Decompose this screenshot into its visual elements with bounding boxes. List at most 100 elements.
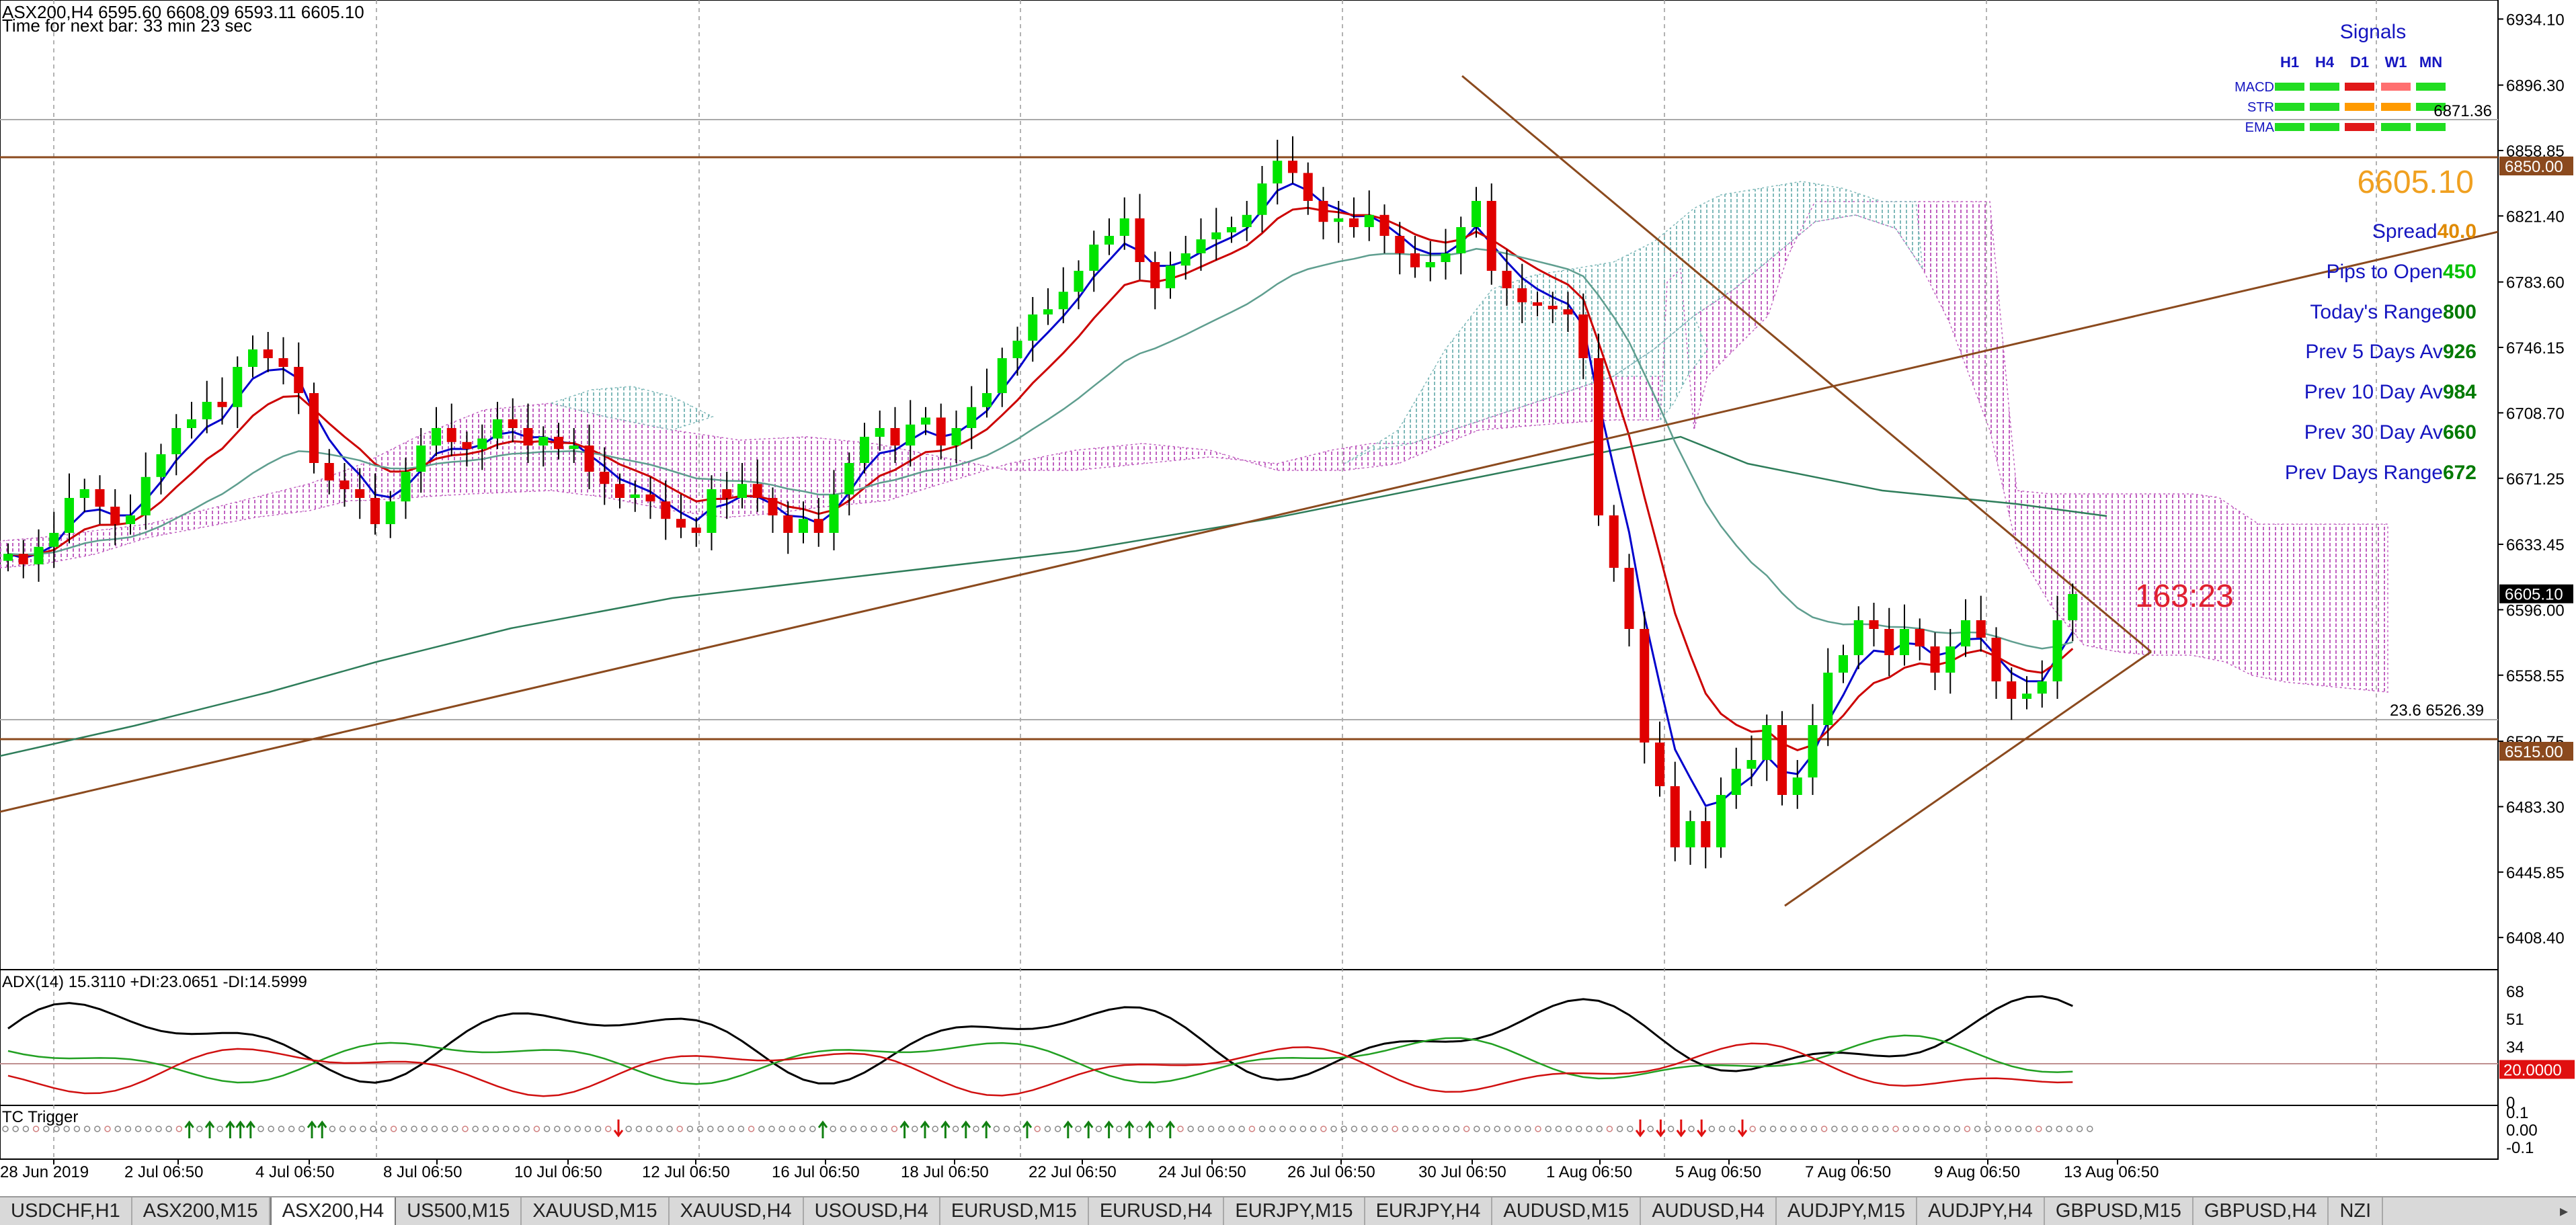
chart-tab[interactable]: AUDUSD,M15: [1492, 1197, 1642, 1225]
tc-dot: [533, 1126, 540, 1132]
chart-tab[interactable]: AUDJPY,M15: [1777, 1197, 1918, 1225]
chart-tab[interactable]: NZI: [2329, 1197, 2384, 1225]
chart-tab[interactable]: ASX200,H4: [270, 1197, 397, 1225]
candle: [1288, 136, 1297, 183]
up-arrow-icon: [940, 1120, 951, 1138]
tc-dot: [1361, 1126, 1368, 1132]
candle: [1594, 333, 1603, 526]
stat-row: Spread40.0: [2372, 220, 2477, 243]
candle: [875, 411, 885, 451]
tc-dot: [83, 1126, 91, 1132]
candle: [385, 491, 395, 538]
signal-cell: [2416, 83, 2446, 91]
candle: [1012, 327, 1022, 376]
tc-dot: [1116, 1126, 1123, 1132]
up-arrow-icon: [817, 1120, 828, 1138]
candle: [1517, 263, 1527, 323]
candle: [278, 337, 288, 384]
tc-dot: [2056, 1126, 2062, 1132]
tc-dot: [1034, 1126, 1041, 1132]
candle: [1425, 241, 1435, 282]
chart-tab[interactable]: XAUUSD,M15: [522, 1197, 670, 1225]
candle: [584, 424, 594, 489]
candle: [921, 407, 930, 435]
tc-dot: [1136, 1126, 1143, 1132]
signal-timeframe: H1: [2280, 54, 2299, 71]
tc-dot: [1402, 1126, 1409, 1132]
stat-row: Prev Days Range672: [2285, 462, 2477, 484]
tc-dot: [676, 1126, 683, 1132]
candle: [1792, 760, 1802, 809]
triangle-right-icon[interactable]: ▸: [2559, 1202, 2569, 1220]
fib-label: 23.6 6526.39: [2390, 702, 2484, 720]
chart-tab[interactable]: AUDUSD,H4: [1641, 1197, 1777, 1225]
chart-tab[interactable]: USDCHF,H1: [0, 1197, 132, 1225]
signal-timeframe: W1: [2385, 54, 2407, 71]
candlesticks: [3, 136, 2078, 869]
stat-value: 926: [2443, 341, 2477, 363]
candle: [1731, 747, 1741, 809]
chart-tab[interactable]: ASX200,M15: [132, 1197, 270, 1225]
tc-dot: [1371, 1126, 1378, 1132]
chart-tab[interactable]: XAUUSD,H4: [670, 1197, 804, 1225]
tc-dot: [268, 1126, 274, 1132]
signal-cell: [2310, 83, 2339, 91]
tc-dot: [1606, 1126, 1613, 1132]
chart-tab[interactable]: AUDJPY,H4: [1917, 1197, 2045, 1225]
stat-value: 450: [2443, 261, 2477, 283]
down-arrow-icon: [613, 1120, 624, 1138]
tc-dot: [2005, 1126, 2011, 1132]
candle: [1853, 606, 1863, 669]
candle: [905, 400, 916, 467]
up-arrow-icon: [1063, 1120, 1073, 1138]
tc-dot: [421, 1126, 428, 1132]
down-arrow-icon: [1656, 1120, 1666, 1138]
tc-dot: [298, 1126, 305, 1132]
tc-dot: [350, 1126, 356, 1132]
chart-tab[interactable]: EURJPY,M15: [1224, 1197, 1365, 1225]
tc-dot: [1647, 1126, 1654, 1132]
chart-tab[interactable]: GBPUSD,M15: [2045, 1197, 2193, 1225]
tc-dot: [1892, 1126, 1899, 1132]
price-tick: 6483.30: [2506, 798, 2565, 816]
price-chart[interactable]: ASX200,H4 6595.60 6608.09 6593.11 6605.1…: [0, 0, 2576, 1196]
candle: [661, 480, 671, 540]
price-tick: 6746.15: [2506, 339, 2565, 357]
candle: [401, 458, 411, 519]
candle: [202, 380, 212, 433]
chart-tab[interactable]: US500,M15: [396, 1197, 522, 1225]
tc-dot: [748, 1126, 755, 1132]
tc-dot: [1218, 1126, 1225, 1132]
up-arrow-icon: [184, 1120, 194, 1138]
chart-tab[interactable]: EURUSD,M15: [940, 1197, 1089, 1225]
candle: [1823, 648, 1833, 747]
tc-dot: [2, 1126, 9, 1132]
tc-dot: [360, 1126, 366, 1132]
stat-label: Prev 10 Day Av: [2304, 381, 2443, 403]
candle: [1869, 603, 1879, 646]
candle: [569, 428, 579, 463]
tc-dot: [124, 1126, 132, 1132]
tc-dot: [993, 1126, 1000, 1132]
up-arrow-icon: [899, 1120, 910, 1138]
tc-dot: [881, 1126, 887, 1132]
up-arrow-icon: [245, 1120, 255, 1138]
candle: [156, 443, 166, 495]
candle: [799, 501, 808, 544]
chart-tab[interactable]: GBPUSD,H4: [2193, 1197, 2329, 1225]
tc-dot: [1861, 1126, 1869, 1132]
chart-tab[interactable]: EURUSD,H4: [1089, 1197, 1225, 1225]
tc-dot: [1228, 1126, 1235, 1132]
time-tick: 9 Aug 06:50: [1934, 1163, 2020, 1181]
price-axis: 6934.106896.306858.856821.406783.606746.…: [2498, 11, 2573, 947]
chart-tab[interactable]: USOUSD,H4: [804, 1197, 940, 1225]
signal-cell: [2310, 103, 2339, 111]
tc-dot: [840, 1126, 847, 1132]
di-plus-line: [7, 1034, 2073, 1085]
price-tick: 6408.40: [2506, 929, 2565, 947]
candle: [523, 403, 533, 463]
chart-tab[interactable]: EURJPY,H4: [1365, 1197, 1493, 1225]
tc-dot: [799, 1126, 806, 1132]
tc-dot: [94, 1126, 101, 1132]
tc-dot: [1351, 1126, 1358, 1132]
